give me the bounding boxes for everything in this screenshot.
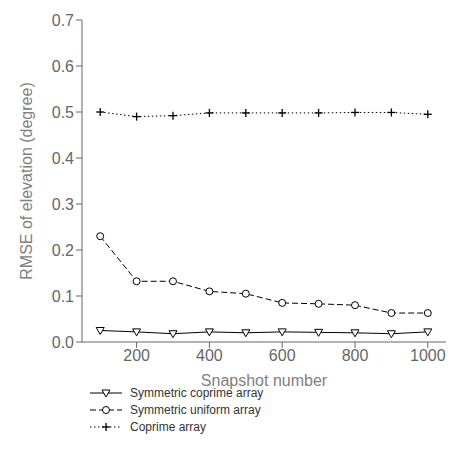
svg-text:400: 400: [196, 347, 223, 364]
svg-text:Snapshot number: Snapshot number: [201, 372, 328, 389]
svg-text:600: 600: [269, 347, 296, 364]
svg-text:0.1: 0.1: [52, 288, 74, 305]
svg-text:1000: 1000: [410, 347, 446, 364]
svg-text:0.7: 0.7: [52, 12, 74, 29]
svg-text:0.5: 0.5: [52, 104, 74, 121]
svg-text:200: 200: [123, 347, 150, 364]
svg-text:0.0: 0.0: [52, 334, 74, 351]
svg-text:0.4: 0.4: [52, 150, 74, 167]
svg-text:0.6: 0.6: [52, 58, 74, 75]
html-text:Coprime array: Coprime array: [130, 420, 206, 434]
svg-text:RMSE of elevation (degree): RMSE of elevation (degree): [18, 82, 35, 279]
svg-text:0.3: 0.3: [52, 196, 74, 213]
html-text:Symmetric coprime array: Symmetric coprime array: [130, 386, 264, 400]
svg-text:800: 800: [342, 347, 369, 364]
html-text:Symmetric uniform array: Symmetric uniform array: [130, 403, 261, 417]
svg-text:0.2: 0.2: [52, 242, 74, 259]
